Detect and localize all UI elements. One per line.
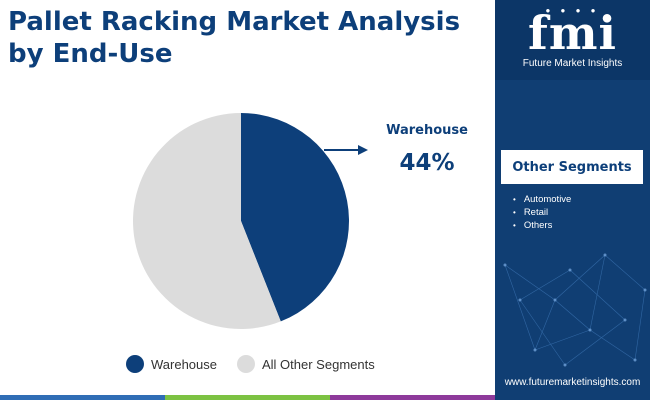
legend-item-warehouse: Warehouse: [126, 355, 217, 373]
pie-slice-all-other-segments: [133, 113, 281, 330]
segment-item-retail: Retail: [513, 206, 571, 219]
bottom-bar-blue: [0, 395, 165, 400]
bottom-color-bar: [0, 395, 495, 400]
logo-subtitle: Future Market Insights: [522, 58, 623, 69]
fmi-logo: fmi: [528, 6, 617, 60]
legend-label-other-segments: All Other Segments: [262, 356, 375, 372]
segment-item-automotive: Automotive: [513, 193, 572, 206]
chart-title: Pallet Racking Market Analysis by End-Us…: [8, 7, 461, 69]
website-url: www.futuremarketinsights.com: [504, 377, 641, 388]
segment-item-others: Others: [513, 219, 571, 232]
pie-slice-warehouse: [241, 113, 349, 322]
pie-slices: [133, 113, 349, 330]
callout-label: Warehouse: [386, 123, 468, 138]
legend-label-warehouse: Warehouse: [151, 356, 217, 372]
callout-arrow-head: [358, 145, 368, 155]
legend-swatch-other-segments: [237, 355, 255, 373]
legend: Warehouse All Other Segments: [126, 355, 395, 373]
bottom-bar-green: [165, 395, 330, 400]
logo-icons: ● ● ● ●: [545, 6, 600, 15]
legend-swatch-warehouse: [126, 355, 144, 373]
callout-value: 44%: [399, 150, 455, 176]
sidebar: ● ● ● ● fmi Future Market Insights Other…: [495, 0, 650, 400]
pie-chart: [133, 113, 368, 330]
network-decoration: [503, 253, 647, 367]
bottom-bar-purple: [330, 395, 495, 400]
other-segments-title: Other Segments: [512, 159, 632, 175]
other-segments-header: Other Segments: [501, 150, 643, 184]
logo-band: [495, 0, 650, 80]
other-segments-list: Automotive Retail Others: [513, 193, 572, 232]
legend-item-other-segments: All Other Segments: [237, 355, 375, 373]
